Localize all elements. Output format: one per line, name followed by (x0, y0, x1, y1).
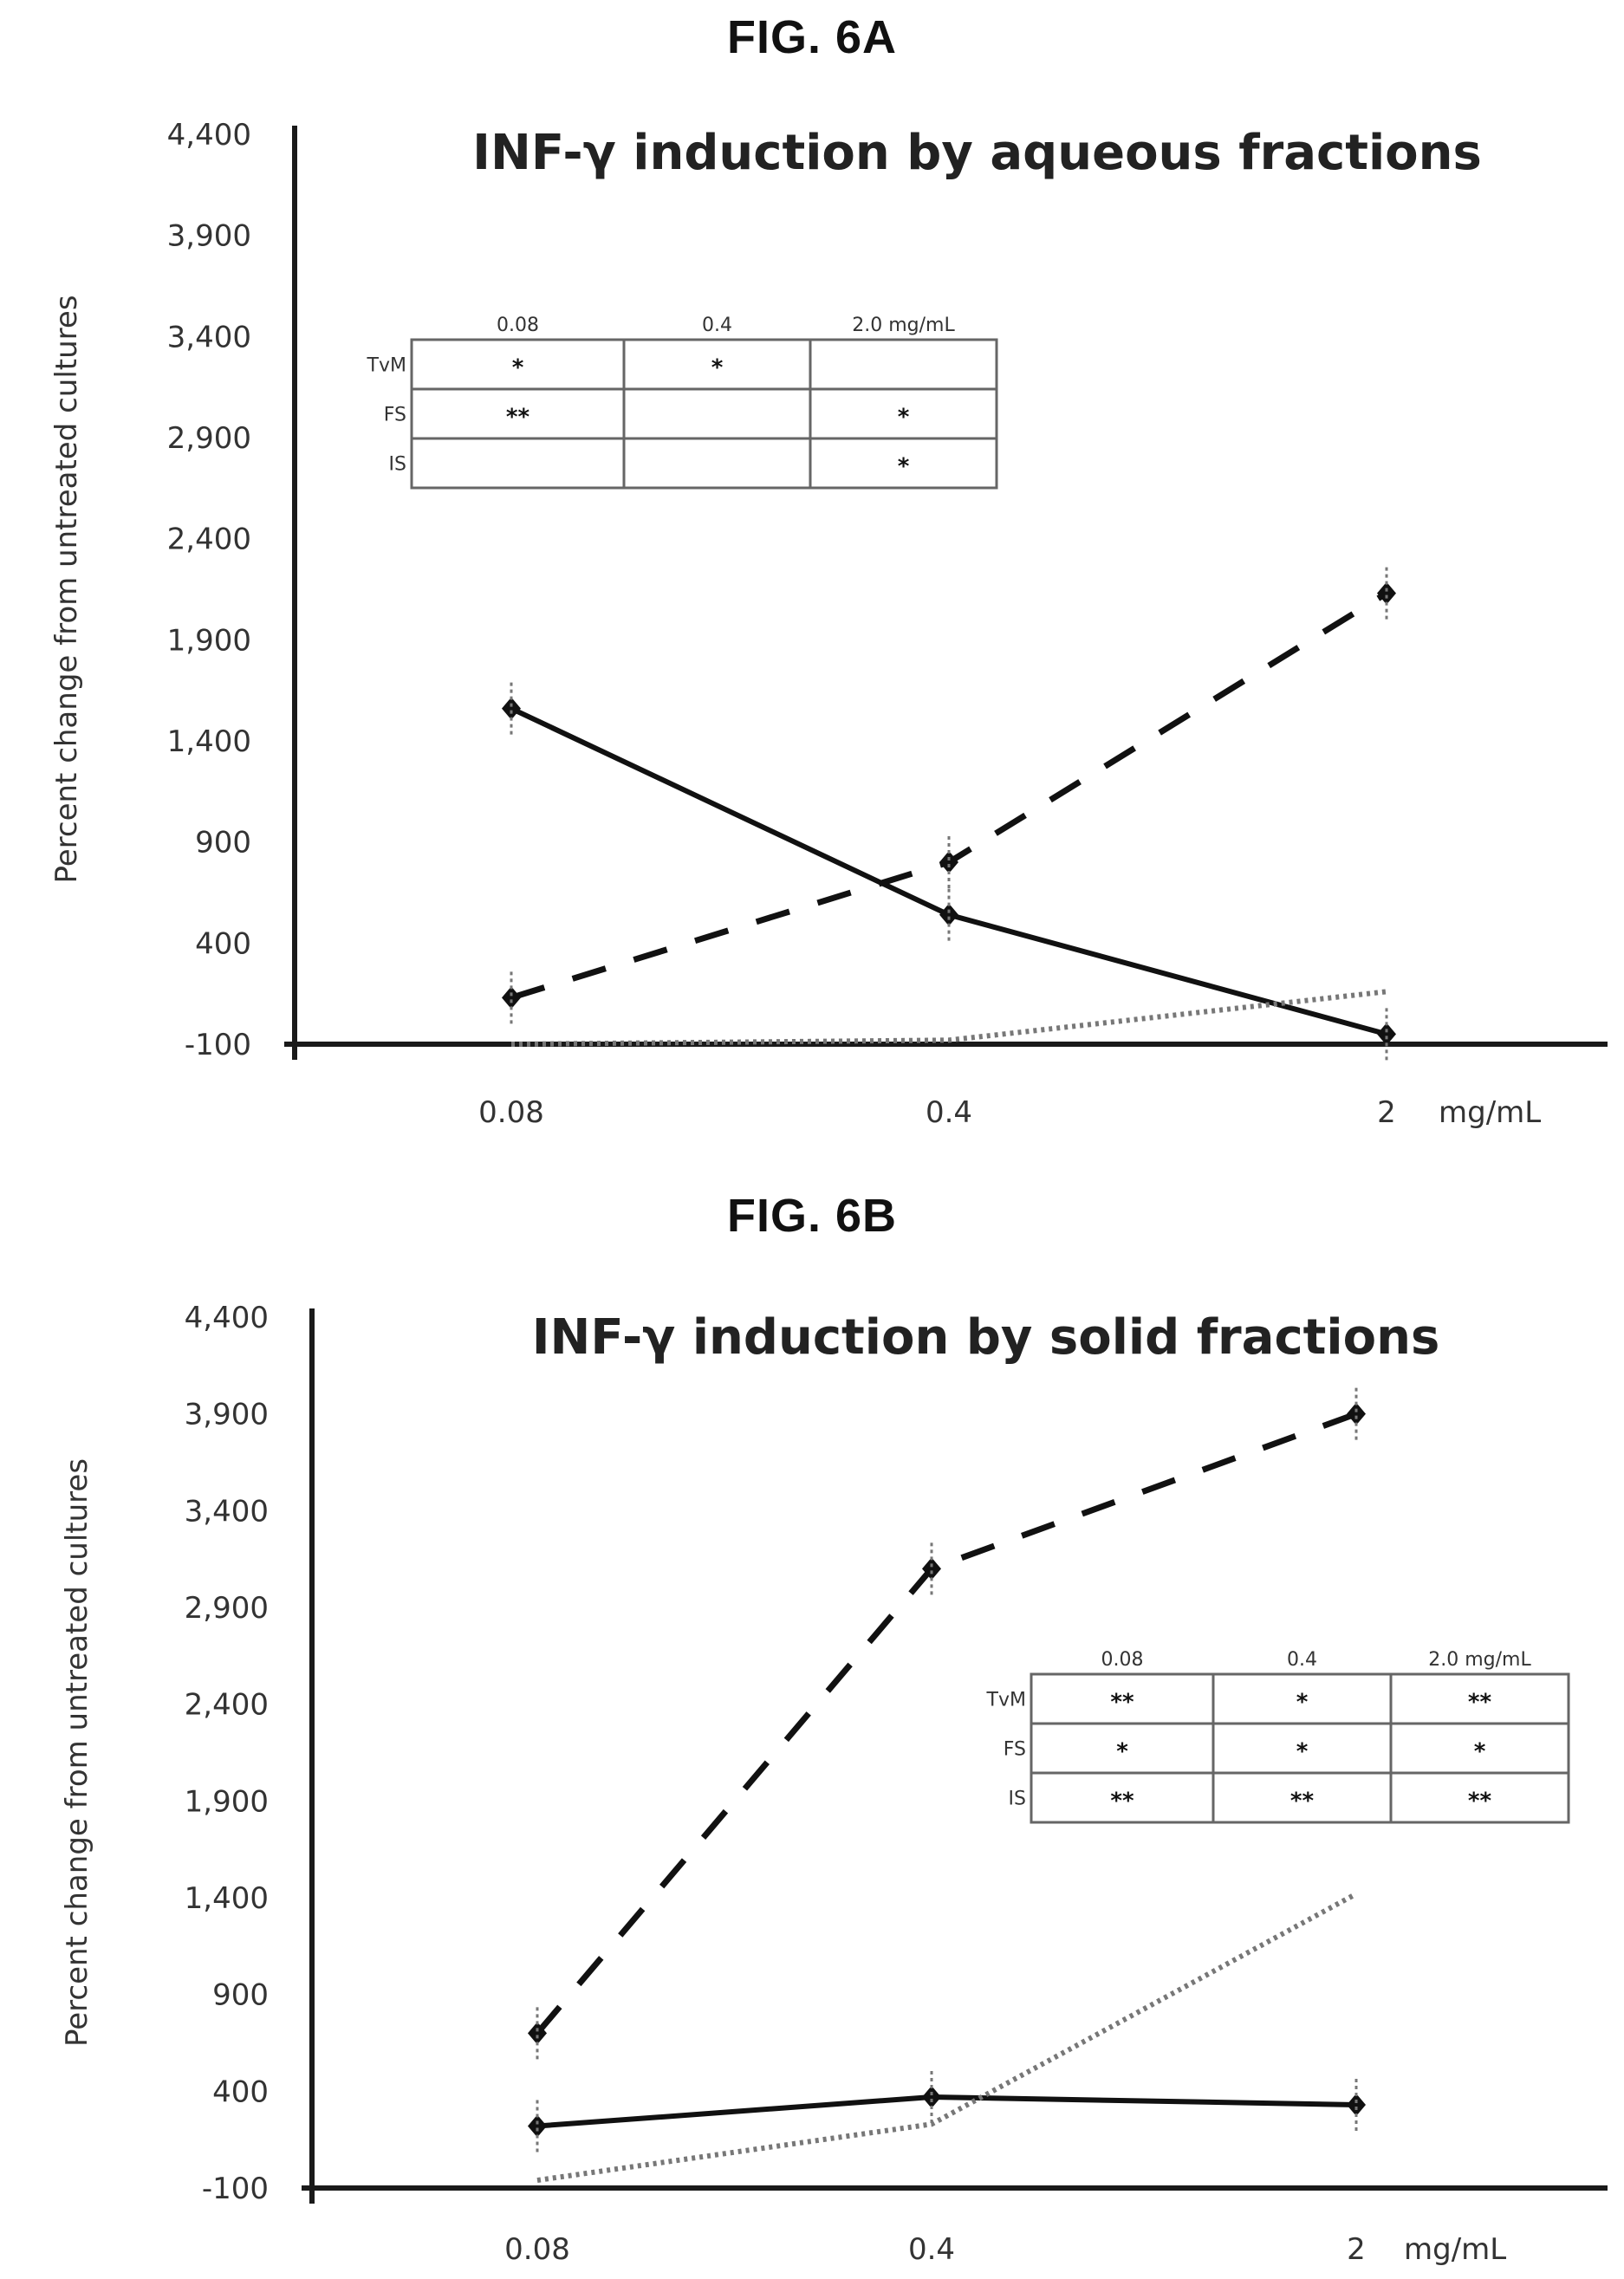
table-column-header: 0.4 (702, 315, 732, 336)
table-cell-significance: * (1474, 1739, 1486, 1765)
y-tick-label: 2,400 (185, 1688, 269, 1723)
y-tick-label: 1,900 (167, 623, 251, 658)
y-tick-label: 400 (212, 2074, 269, 2109)
data-point-marker (528, 2114, 547, 2138)
data-point-marker (1347, 2093, 1366, 2116)
y-tick-label: 4,400 (167, 118, 251, 153)
series-line-solid (536, 2094, 1357, 2129)
table-row-label: FS (384, 405, 406, 426)
data-point-marker (502, 697, 521, 720)
y-tick-label: 3,900 (185, 1398, 269, 1432)
data-point-marker (922, 1557, 941, 1581)
table-cell-significance: ** (506, 405, 530, 431)
y-axis-label: Percent change from untreated cultures (49, 295, 84, 883)
y-tick-label: 1,400 (185, 1881, 269, 1916)
figure-6a-label: FIG. 6A (726, 11, 898, 63)
y-tick-label: 3,900 (167, 219, 251, 254)
y-axis-label: Percent change from untreated cultures (60, 1458, 94, 2047)
data-point-marker (528, 2022, 547, 2045)
x-tick-label: 0.4 (908, 2232, 955, 2267)
table-cell-significance: * (512, 355, 524, 381)
table-cell-significance: ** (1290, 1789, 1315, 1815)
y-tick-label: 2,400 (167, 523, 251, 557)
table-column-header: 0.08 (497, 315, 539, 336)
x-tick-label: 2 (1377, 1095, 1396, 1130)
table-cell-significance: ** (1110, 1690, 1134, 1716)
y-tick-label: 900 (195, 826, 251, 860)
table-column-header: 0.4 (1287, 1649, 1317, 1671)
y-tick-label: 3,400 (167, 320, 251, 354)
table-cell-significance: ** (1468, 1690, 1492, 1716)
x-unit-label: mg/mL (1404, 2232, 1506, 2267)
y-tick-label: -100 (202, 2172, 269, 2206)
table-cell-significance: * (898, 405, 910, 431)
y-tick-label: 2,900 (167, 421, 251, 456)
data-point-marker (1377, 1023, 1396, 1046)
table-row-label: TvM (367, 355, 406, 377)
data-point-marker (939, 903, 958, 926)
y-tick-label: 1,900 (185, 1784, 269, 1819)
data-point-marker (1377, 581, 1396, 605)
table-column-header: 0.08 (1101, 1649, 1144, 1671)
chart-title: INF-γ induction by solid fractions (532, 1309, 1440, 1366)
table-cell-significance: * (711, 355, 724, 381)
y-tick-label: 4,400 (185, 1301, 269, 1335)
significance-table (1030, 1672, 1570, 1824)
table-cell-significance: * (1296, 1739, 1309, 1765)
series-line-dotted (510, 989, 1387, 1047)
significance-table (410, 338, 998, 490)
figure-6b-label: FIG. 6B (726, 1190, 898, 1242)
data-point-marker (922, 2086, 941, 2109)
table-row-label: TvM (986, 1690, 1026, 1711)
y-tick-label: 900 (212, 1978, 269, 2013)
x-tick-label: 0.08 (478, 1095, 544, 1130)
series-line-dotted (536, 1891, 1358, 2184)
table-cell-significance: * (1116, 1739, 1128, 1765)
table-cell-significance: ** (1468, 1789, 1492, 1815)
x-tick-label: 2 (1347, 2232, 1366, 2267)
table-row-label: IS (1009, 1789, 1026, 1810)
x-unit-label: mg/mL (1439, 1095, 1541, 1130)
y-tick-label: 1,400 (167, 724, 251, 759)
y-tick-label: 3,400 (185, 1494, 269, 1529)
data-point-marker (1347, 1402, 1366, 1425)
table-row-label: FS (1004, 1739, 1026, 1761)
x-tick-label: 0.4 (926, 1095, 972, 1130)
table-cell-significance: * (898, 454, 910, 480)
table-column-header: 2.0 mg/mL (852, 315, 955, 336)
table-cell-significance: * (1296, 1690, 1309, 1716)
y-tick-label: 2,900 (185, 1591, 269, 1626)
data-point-marker (502, 986, 521, 1010)
table-row-label: IS (389, 454, 406, 476)
y-tick-label: 400 (195, 926, 251, 961)
x-tick-label: 0.08 (504, 2232, 570, 2267)
chart-title: INF-γ induction by aqueous fractions (472, 125, 1482, 181)
table-column-header: 2.0 mg/mL (1428, 1649, 1531, 1671)
y-tick-label: -100 (185, 1028, 251, 1062)
table-cell-significance: ** (1110, 1789, 1134, 1815)
data-point-marker (939, 851, 958, 873)
